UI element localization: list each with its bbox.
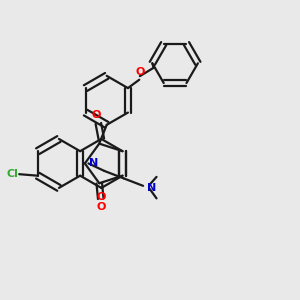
Text: O: O <box>96 202 106 212</box>
Text: O: O <box>92 110 101 120</box>
Text: Cl: Cl <box>6 169 18 178</box>
Text: O: O <box>135 67 145 77</box>
Text: N: N <box>147 183 156 193</box>
Text: O: O <box>97 192 106 202</box>
Text: N: N <box>89 158 98 168</box>
